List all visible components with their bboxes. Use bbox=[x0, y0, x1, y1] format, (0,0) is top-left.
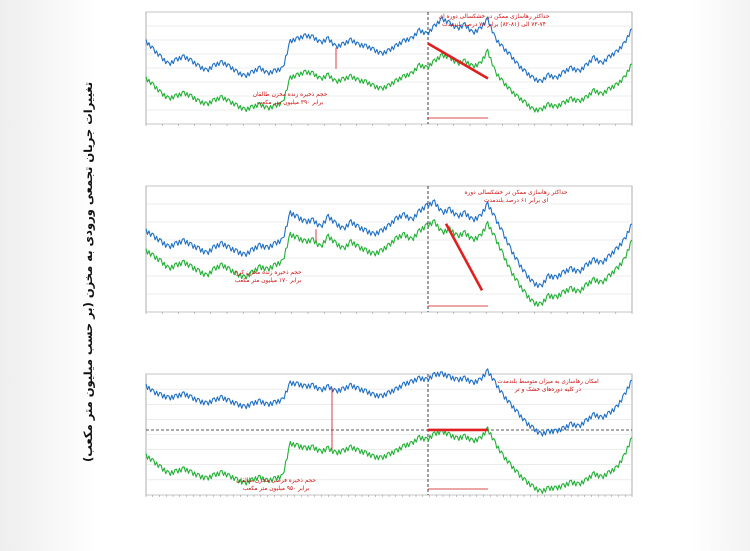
chart1-annotation: حجم ذخیره زنده مخزن طالقان برابر ۳۹۰ میلی… bbox=[253, 92, 328, 106]
chart2-series-blue bbox=[145, 199, 633, 289]
chart2-series-green bbox=[145, 219, 633, 307]
chart1-series-blue bbox=[145, 16, 633, 84]
chart2-annotation: حداکثر رهاسازی ممکن در خشکسالی دوره ای بر… bbox=[465, 189, 568, 204]
chart1-annotation: حداکثر رهاسازی ممکن در خشکسالی دوره ای ۷۳… bbox=[439, 13, 550, 28]
chart3-annotation: حجم ذخیره فرضی مخزن طالقان برابر ۹۵۰ میلی… bbox=[236, 478, 316, 492]
chart2-annotation: حجم ذخیره زنده مخزن کرج برابر ۱۷۰ میلیون … bbox=[234, 269, 302, 284]
chart2-drawdown-line bbox=[444, 223, 484, 292]
chart1-drawdown-line bbox=[427, 42, 489, 80]
chart3-annotation: امکان رهاسازی به میزان متوسط بلندمدت در ک… bbox=[497, 378, 599, 393]
chart3-series-blue bbox=[145, 368, 633, 437]
chart3-series-green bbox=[145, 426, 633, 494]
chart2-plot-frame bbox=[145, 185, 633, 313]
chart1-series-green bbox=[145, 48, 633, 113]
